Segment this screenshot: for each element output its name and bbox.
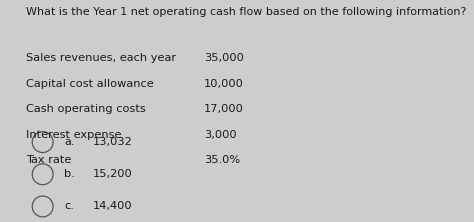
Text: b.: b.	[64, 169, 75, 179]
Text: Interest expense: Interest expense	[26, 130, 121, 140]
Text: 10,000: 10,000	[204, 79, 244, 89]
Text: c.: c.	[64, 201, 74, 211]
Text: 14,400: 14,400	[92, 201, 132, 211]
Text: 13,032: 13,032	[92, 137, 132, 147]
Text: 15,200: 15,200	[92, 169, 132, 179]
Text: Sales revenues, each year: Sales revenues, each year	[26, 53, 176, 63]
Text: Tax rate: Tax rate	[26, 155, 72, 165]
Text: 3,000: 3,000	[204, 130, 237, 140]
Text: 35.0%: 35.0%	[204, 155, 240, 165]
Text: Cash operating costs: Cash operating costs	[26, 104, 146, 114]
Text: 17,000: 17,000	[204, 104, 244, 114]
Text: Capital cost allowance: Capital cost allowance	[26, 79, 154, 89]
Text: 35,000: 35,000	[204, 53, 244, 63]
Text: a.: a.	[64, 137, 74, 147]
Text: What is the Year 1 net operating cash flow based on the following information?: What is the Year 1 net operating cash fl…	[26, 7, 466, 17]
